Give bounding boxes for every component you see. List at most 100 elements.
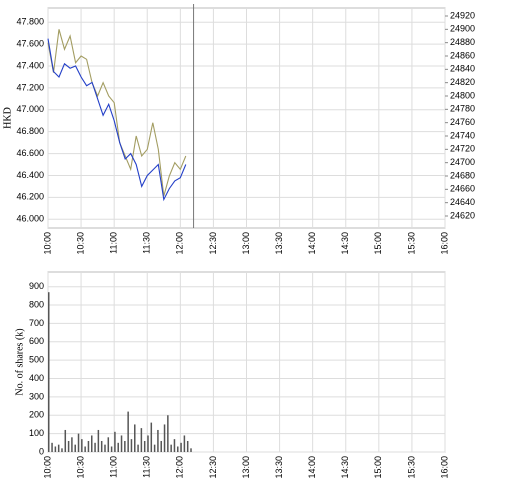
y-tick-label: 200 (29, 410, 44, 420)
y-tick-label: 300 (29, 391, 44, 401)
volume-bar (124, 440, 126, 452)
volume-bar (54, 446, 57, 452)
y-tick-label: 46.000 (16, 214, 44, 224)
x-tick-label: 13:30 (274, 456, 284, 479)
volume-bar (51, 442, 53, 452)
volume-bar (61, 448, 63, 452)
volume-bar (183, 435, 186, 452)
volume-bar (173, 439, 176, 452)
volume-bar (97, 429, 100, 452)
x-tick-label: 10:30 (75, 232, 85, 255)
x-tick-label: 12:00 (175, 456, 185, 479)
y-tick-label: 500 (29, 355, 44, 365)
volume-bar (153, 444, 156, 452)
volume-bar (84, 446, 86, 452)
x-tick-label: 13:00 (241, 456, 251, 479)
volume-bar (110, 446, 113, 452)
y-tick-label: 46.200 (16, 192, 44, 202)
y-axis-label: No. of shares (k) (14, 328, 25, 395)
y2-tick-label: 24840 (450, 64, 475, 74)
x-tick-label: 11:30 (142, 232, 152, 254)
y2-tick-label: 24820 (450, 77, 475, 87)
volume-bar (147, 435, 149, 452)
volume-bar (140, 428, 143, 452)
volume-bar (134, 424, 136, 452)
y2-tick-label: 24720 (450, 144, 475, 154)
volume-bar (107, 437, 110, 452)
price-line (47, 38, 187, 202)
x-tick-label: 16:00 (439, 232, 449, 255)
volume-bar (143, 440, 146, 452)
x-tick-label: 14:00 (307, 456, 317, 479)
volume-bar (117, 442, 119, 452)
y-tick-label: 700 (29, 318, 44, 328)
x-tick-label: 10:30 (75, 456, 85, 479)
x-tick-label: 11:30 (142, 456, 152, 478)
volume-bar (180, 442, 182, 452)
volume-bar (170, 444, 172, 452)
y-tick-label: 400 (29, 373, 44, 383)
volume-bar (64, 429, 67, 452)
volume-bar (186, 440, 189, 452)
y2-tick-label: 24700 (450, 157, 475, 167)
y2-tick-label: 24640 (450, 197, 475, 207)
x-tick-label: 14:30 (340, 232, 350, 255)
volume-bar (167, 415, 169, 452)
price-line (47, 29, 187, 197)
volume-bar (130, 439, 133, 452)
y2-tick-label: 24900 (450, 24, 475, 34)
y2-tick-label: 24740 (450, 130, 475, 140)
volume-bar (163, 424, 166, 452)
volume-bar (81, 439, 83, 452)
volume-bar (71, 437, 73, 452)
y2-tick-label: 24880 (450, 37, 475, 47)
volume-bar (100, 440, 103, 452)
x-tick-label: 15:00 (373, 456, 383, 479)
x-tick-label: 10:00 (42, 232, 52, 255)
y2-tick-label: 24800 (450, 90, 475, 100)
y2-tick-label: 24920 (450, 10, 475, 20)
x-tick-label: 12:30 (208, 456, 218, 479)
x-tick-label: 10:00 (42, 456, 52, 479)
x-tick-label: 15:30 (406, 456, 416, 479)
y-tick-label: 46.600 (16, 148, 44, 158)
y-tick-label: 47.800 (16, 17, 44, 27)
y2-tick-label: 24620 (450, 210, 475, 220)
x-tick-label: 15:00 (373, 232, 383, 255)
y-tick-label: 47.200 (16, 82, 44, 92)
y-tick-label: 900 (29, 281, 44, 291)
volume-bar (150, 422, 153, 452)
x-tick-label: 13:30 (274, 232, 284, 255)
y2-tick-label: 24860 (450, 50, 475, 60)
x-tick-label: 11:00 (109, 456, 119, 478)
y-tick-label: 0 (39, 446, 44, 456)
volume-bar (94, 442, 96, 452)
x-tick-label: 14:00 (307, 232, 317, 255)
y2-tick-label: 24780 (450, 104, 475, 114)
volume-bar (104, 444, 106, 452)
y2-tick-label: 24660 (450, 184, 475, 194)
volume-bar (177, 446, 179, 452)
volume-bar (157, 429, 159, 452)
y-tick-label: 47.600 (16, 38, 44, 48)
y2-tick-label: 24680 (450, 170, 475, 180)
x-tick-label: 16:00 (439, 456, 449, 479)
x-tick-label: 12:30 (208, 232, 218, 255)
y-tick-label: 600 (29, 336, 44, 346)
volume-bar (74, 444, 76, 452)
x-tick-label: 11:00 (109, 232, 119, 254)
volume-bar (190, 448, 192, 452)
volume-bar (120, 435, 123, 452)
x-tick-label: 15:30 (406, 232, 416, 255)
y-tick-label: 47.400 (16, 60, 44, 70)
volume-bar (127, 411, 129, 452)
y2-tick-label: 24760 (450, 117, 475, 127)
x-tick-label: 13:00 (241, 232, 251, 255)
y-axis-label: HKD (2, 107, 13, 129)
volume-bar (77, 433, 80, 452)
y-tick-label: 47.000 (16, 104, 44, 114)
volume-bar (91, 435, 93, 452)
volume-bar (87, 440, 90, 452)
y-tick-label: 46.400 (16, 170, 44, 180)
